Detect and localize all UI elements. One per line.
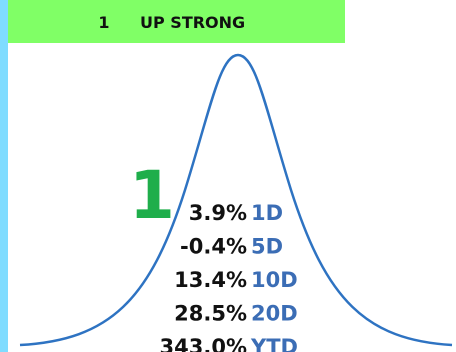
header-rank: 1 <box>98 13 109 32</box>
bell-curve <box>19 53 453 347</box>
stat-value: 3.9% <box>189 201 247 225</box>
stat-label: 10D <box>251 268 298 292</box>
side-stripe <box>0 0 8 352</box>
header-bar <box>8 0 345 43</box>
stat-value: 343.0% <box>160 335 247 352</box>
stat-label: 20D <box>251 302 298 326</box>
stat-label: 5D <box>251 235 283 259</box>
stat-value: 28.5% <box>174 302 247 326</box>
big-rank: 1 <box>129 157 175 234</box>
stat-value: -0.4% <box>180 235 247 259</box>
stat-label: YTD <box>250 335 298 352</box>
header-title: UP STRONG <box>140 13 245 32</box>
stat-label: 1D <box>251 201 283 225</box>
stat-value: 13.4% <box>174 268 247 292</box>
